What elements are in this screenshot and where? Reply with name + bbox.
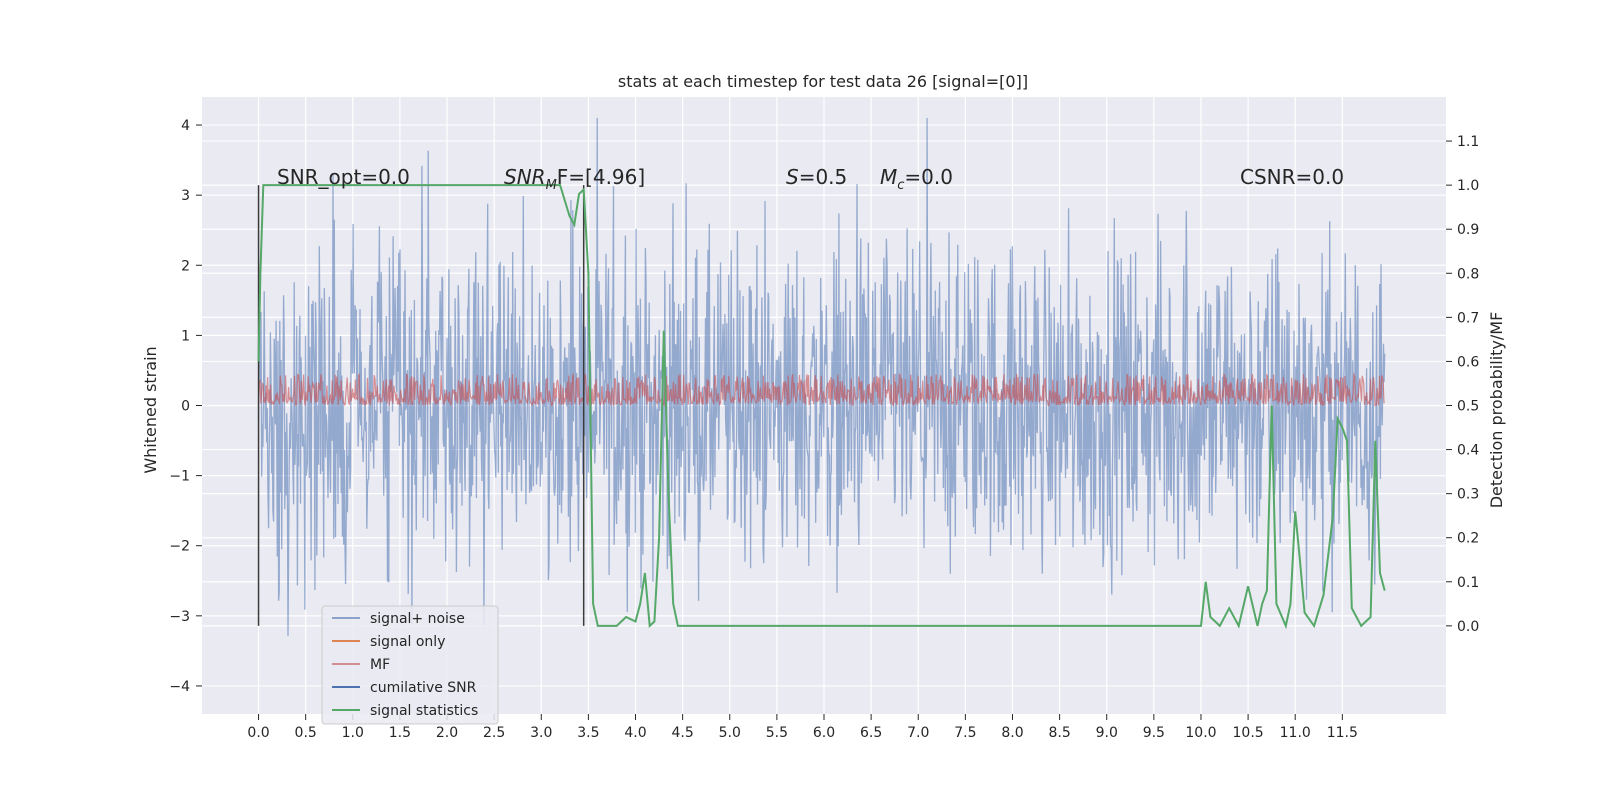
x-tick-label: 7.5 <box>954 725 976 741</box>
x-tick-label: 1.0 <box>342 725 364 741</box>
y-tick-label-right: 0.5 <box>1457 399 1479 415</box>
x-tick-label: 8.5 <box>1048 725 1070 741</box>
y-tick-label-left: −4 <box>169 679 190 695</box>
annotation-snr-mf: SNRMF=[4.96] <box>504 165 645 193</box>
x-tick-label: 5.0 <box>719 725 741 741</box>
y-tick-label-left: −2 <box>169 539 190 555</box>
y-tick-label-right: 1.0 <box>1457 178 1479 194</box>
y-tick-label-left: −3 <box>169 609 190 625</box>
x-tick-label: 2.0 <box>436 725 458 741</box>
x-tick-label: 3.0 <box>530 725 552 741</box>
y-tick-label-left: 0 <box>181 399 190 415</box>
x-tick-label: 9.5 <box>1143 725 1165 741</box>
legend: signal+ noise signal only MF cumilative SNR… <box>321 605 499 725</box>
y-tick-label-right: 0.8 <box>1457 266 1479 282</box>
x-tick-label: 4.5 <box>672 725 694 741</box>
x-tick-label: 11.0 <box>1280 725 1311 741</box>
x-tick-label: 10.5 <box>1233 725 1264 741</box>
x-tick-label: 6.5 <box>860 725 882 741</box>
legend-label: MF <box>370 657 390 673</box>
annotation-mc: Mc=0.0 <box>880 165 953 193</box>
y-axis-label-left: Whitened strain <box>141 346 160 473</box>
legend-label: signal+ noise <box>370 611 465 627</box>
y-tick-label-left: 1 <box>181 328 190 344</box>
y-tick-label-right: 0.3 <box>1457 487 1479 503</box>
legend-label: signal statistics <box>370 703 478 719</box>
x-tick-label: 9.0 <box>1096 725 1118 741</box>
y-tick-label-left: 4 <box>181 118 190 134</box>
y-tick-label-right: 1.1 <box>1457 134 1479 150</box>
legend-label: cumilative SNR <box>370 680 477 696</box>
x-tick-label: 3.5 <box>577 725 599 741</box>
series-signal-statistics <box>257 184 1386 630</box>
x-tick-label: 8.0 <box>1001 725 1023 741</box>
annotation-csnr: CSNR=0.0 <box>1240 165 1344 189</box>
x-tick-label: 6.0 <box>813 725 835 741</box>
y-tick-label-left: 2 <box>181 258 190 274</box>
y-tick-label-right: 0.2 <box>1457 531 1479 547</box>
y-tick-label-right: 0.7 <box>1457 310 1479 326</box>
y-tick-label-right: 0.6 <box>1457 354 1479 370</box>
x-tick-label: 7.0 <box>907 725 929 741</box>
x-tick-label: 2.5 <box>483 725 505 741</box>
annotation-s: S=0.5 <box>786 165 847 189</box>
x-tick-label: 10.0 <box>1185 725 1216 741</box>
x-tick-label: 1.5 <box>389 725 411 741</box>
x-tick-label: 11.5 <box>1327 725 1358 741</box>
y-tick-label-right: 0.9 <box>1457 222 1479 238</box>
x-tick-label: 5.5 <box>766 725 788 741</box>
y-tick-label-right: 0.4 <box>1457 443 1479 459</box>
series-mf <box>257 372 1385 407</box>
legend-box <box>321 605 499 725</box>
legend-label: signal only <box>370 634 445 650</box>
y-tick-label-left: 3 <box>181 188 190 204</box>
y-tick-label-right: 0.1 <box>1457 575 1479 591</box>
annotation-snr-opt: SNR_opt=0.0 <box>277 165 410 189</box>
chart-title: stats at each timestep for test data 26 … <box>618 72 1028 91</box>
x-tick-label: 4.0 <box>624 725 646 741</box>
y-tick-label-left: −1 <box>169 469 190 485</box>
y-axis-label-right: Detection probability/MF <box>1487 312 1506 509</box>
x-tick-label: 0.0 <box>247 725 269 741</box>
x-tick-label: 0.5 <box>295 725 317 741</box>
y-tick-label-right: 0.0 <box>1457 619 1479 635</box>
